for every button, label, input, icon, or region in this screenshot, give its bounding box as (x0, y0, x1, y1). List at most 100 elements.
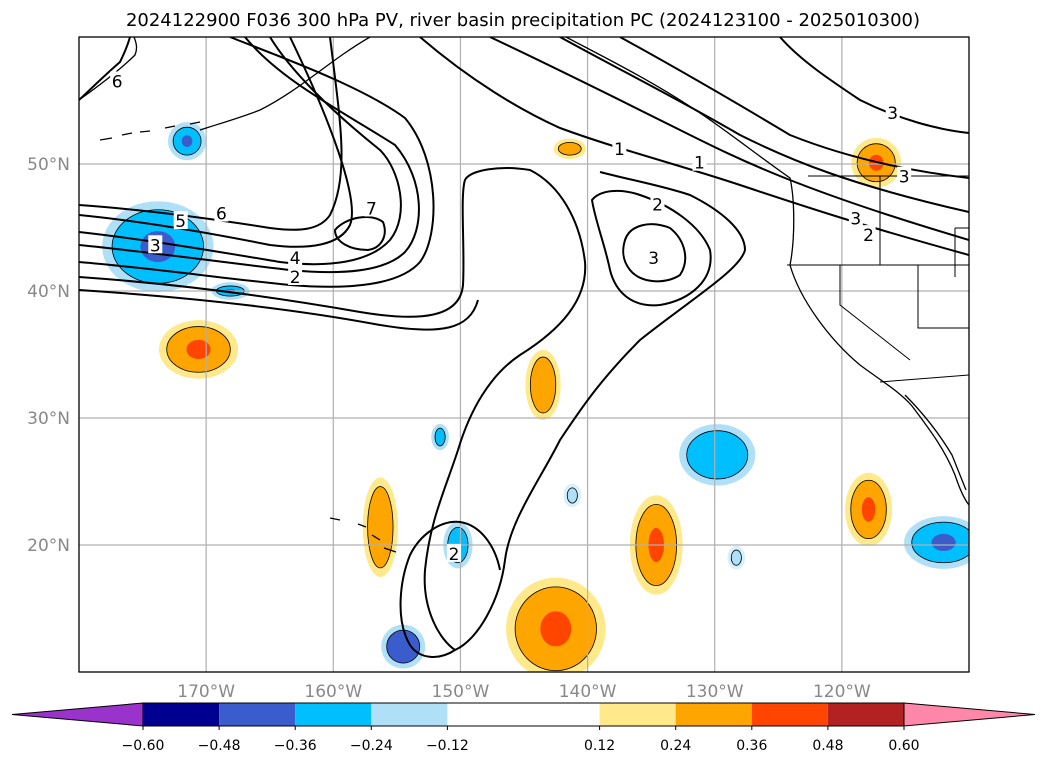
contour-label-bg (848, 208, 863, 227)
pv-contour-6 (79, 37, 343, 231)
colorbar: −0.60 −0.48 −0.36 −0.24 −0.12 0.12 0.24 0.36 0.4… (11, 702, 1036, 754)
precip-patch-core (186, 339, 211, 360)
precip-patch (367, 486, 394, 569)
pv-contour-6-north (79, 37, 131, 101)
pv-contour-2 (79, 37, 435, 288)
precip-patch-core (540, 611, 572, 647)
contour-label: 5 (175, 212, 186, 232)
x-axis-ticks: 170°W 160°W 150°W 140°W 130°W 120°W (177, 682, 871, 702)
x-tick-label: 130°W (686, 682, 744, 702)
y-tick-label: 50°N (27, 155, 70, 175)
contour-label: 1 (614, 140, 625, 160)
precip-patch (386, 629, 421, 664)
colorbar-outline (142, 702, 905, 727)
pv-contour-2-west-loop (399, 520, 501, 658)
pv-contour-1-lower (79, 289, 479, 331)
contour-label-bg (214, 203, 229, 222)
colorbar-segment (447, 703, 600, 726)
pv-contour-1 (79, 167, 747, 652)
contour-label-bg (173, 211, 188, 230)
contour-label: 7 (366, 199, 377, 219)
contour-label-bg (364, 198, 379, 217)
colorbar-tick-label: 0.60 (888, 738, 919, 754)
contour-label-bg (885, 103, 900, 122)
colorbar-segment (143, 703, 220, 726)
precip-patch (434, 427, 446, 447)
graticule (79, 37, 969, 672)
colorbar-segment (675, 703, 752, 726)
coastlines (79, 37, 969, 553)
pv-contour-2-loop (590, 189, 712, 307)
colorbar-segment (751, 703, 828, 726)
precip-patch (557, 142, 582, 156)
x-tick-label: 140°W (559, 682, 617, 702)
colorbar-segment (827, 703, 904, 726)
colorbar-segment (219, 703, 296, 726)
pv-contour-1-east (489, 37, 969, 241)
precip-patch (566, 487, 578, 504)
chart-title: 2024122900 F036 300 hPa PV, river basin … (126, 10, 920, 31)
pv-contours (79, 37, 969, 658)
contour-label: 1 (694, 154, 705, 174)
y-tick-label: 30°N (27, 409, 70, 429)
kamchatka-coast (79, 37, 138, 101)
contour-label: 3 (899, 168, 910, 188)
colorbar-tick-label: 0.48 (812, 738, 843, 754)
x-tick-label: 120°W (813, 682, 871, 702)
pv-contour-3 (79, 37, 420, 274)
precip-patch (686, 430, 749, 480)
baja-coast (904, 394, 967, 491)
pv-contour-3-loop (622, 223, 687, 283)
pv-contour-2-east (559, 37, 969, 213)
contour-label-bg (447, 543, 462, 562)
pv-contour-7-loop (333, 215, 386, 252)
contour-label: 2 (290, 268, 301, 288)
colorbar-tick-label: 0.12 (584, 738, 615, 754)
pv-contour-1-trough (419, 37, 969, 256)
colorbar-segment (371, 703, 448, 726)
precip-patch-core (181, 135, 193, 148)
contour-label: 2 (863, 226, 874, 246)
contour-label: 3 (887, 104, 898, 124)
contour-label: 3 (850, 210, 861, 230)
colorbar-segment (295, 703, 372, 726)
contour-label-bg (288, 267, 303, 286)
political-borders (787, 175, 969, 383)
aleutian-islands (99, 121, 201, 141)
precipitation-pc-patches (102, 122, 969, 672)
contour-label-bg (650, 194, 665, 213)
contour-label: 3 (150, 236, 161, 256)
us-mexico-border (879, 374, 969, 383)
pv-contour-3-north (779, 37, 969, 134)
colorbar-extend-max (903, 702, 1036, 727)
colorbar-tick-label: −0.36 (274, 738, 317, 754)
colorbar-tick-label: −0.48 (198, 738, 241, 754)
contour-label-bg (861, 225, 876, 244)
x-tick-label: 150°W (432, 682, 490, 702)
hawaii-islands (329, 517, 397, 553)
contour-label: 6 (216, 205, 227, 225)
contour-label: 3 (648, 249, 659, 269)
contour-label-bg (897, 166, 912, 185)
colorbar-tick-label: −0.12 (426, 738, 469, 754)
contour-label-bg (612, 138, 627, 157)
precip-patch (529, 356, 557, 414)
precip-patch-core (931, 533, 956, 551)
contour-label-bg (288, 247, 303, 266)
contour-label-bg (110, 71, 125, 90)
y-tick-label: 40°N (27, 282, 70, 302)
colorbar-tick-label: −0.24 (350, 738, 393, 754)
precip-patch (730, 549, 742, 566)
x-tick-label: 160°W (304, 682, 362, 702)
north-america-coast (565, 37, 969, 506)
colorbar-segment (599, 703, 676, 726)
x-tick-label: 170°W (177, 682, 235, 702)
us-state-border-3 (839, 265, 911, 361)
contour-label: 2 (449, 545, 460, 565)
colorbar-tick-label: −0.60 (122, 738, 165, 754)
us-state-border-2 (787, 264, 969, 329)
map-frame (78, 36, 970, 673)
alaska-coast (199, 37, 371, 131)
